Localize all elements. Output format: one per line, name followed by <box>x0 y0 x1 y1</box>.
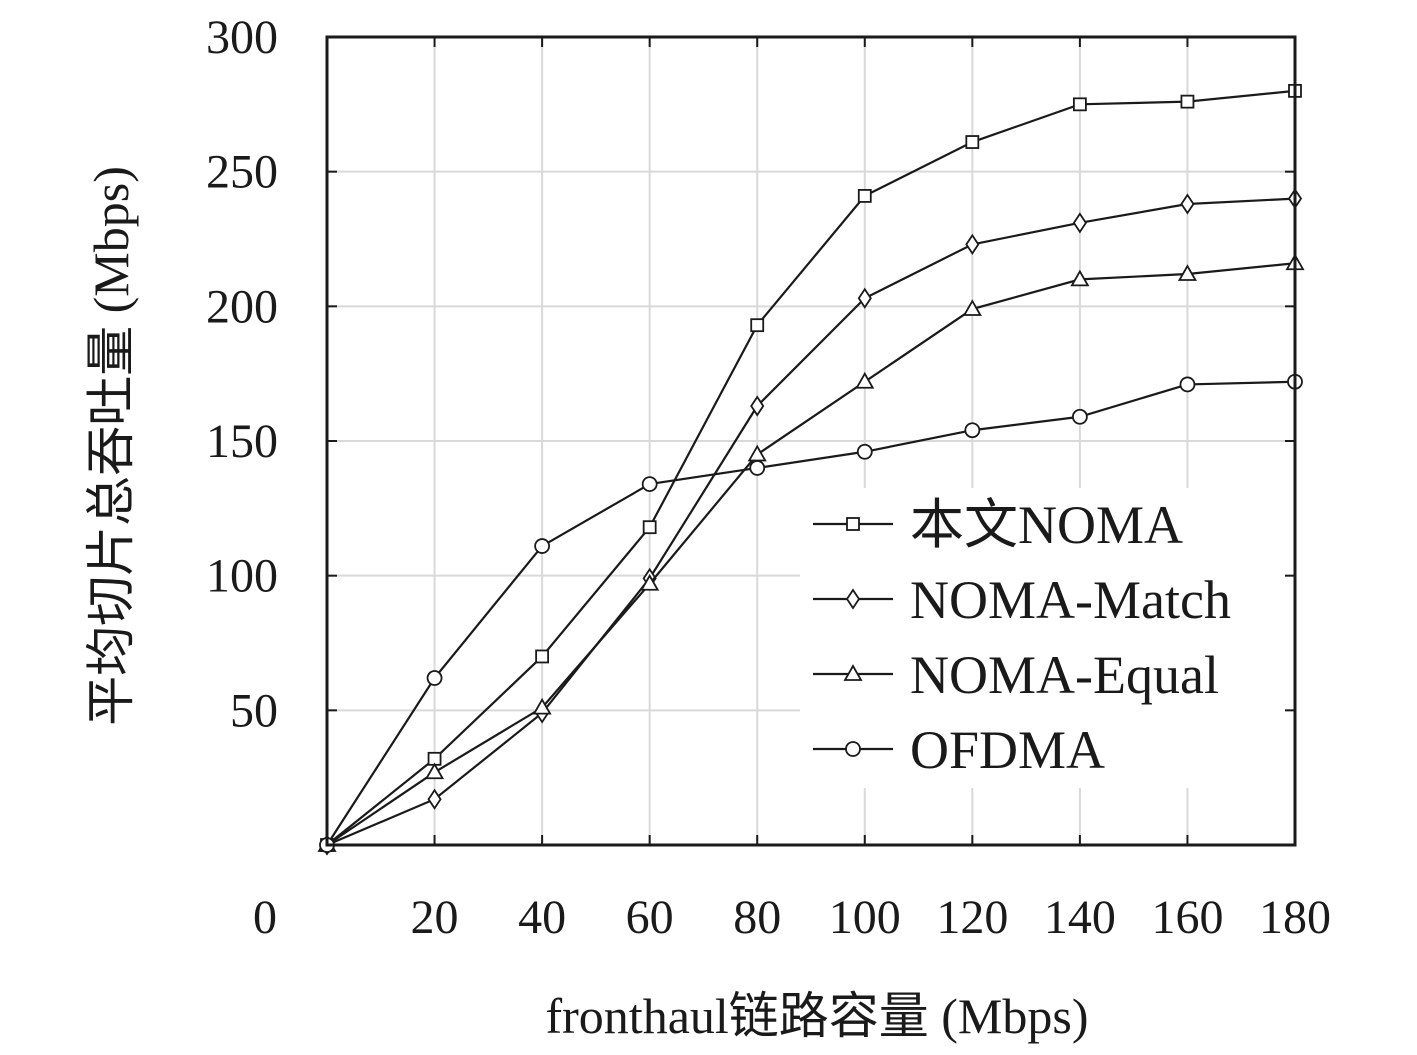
legend-entry: NOMA-Equal <box>813 645 1219 705</box>
legend-label: NOMA-Match <box>910 570 1231 630</box>
x-tick-label: 60 <box>626 891 674 944</box>
circle-marker <box>426 670 443 686</box>
series-line <box>326 262 1296 846</box>
circle-marker <box>964 422 981 439</box>
square-marker <box>1072 97 1087 112</box>
circle-marker <box>845 741 861 757</box>
diamond-marker <box>1180 193 1195 215</box>
x-tick-label: 180 <box>1259 891 1331 944</box>
diamond-marker <box>1072 212 1087 234</box>
x-tick-label: 140 <box>1044 891 1116 944</box>
diamond-marker <box>750 395 765 417</box>
series-triangle <box>317 253 1305 852</box>
x-axis-title: fronthaul链路容量 (Mbps) <box>546 988 1089 1044</box>
legend-label: NOMA-Equal <box>910 645 1219 705</box>
triangle-marker <box>425 762 445 780</box>
y-tick-labels: 50 100 150 200 250 300 <box>206 11 278 737</box>
y-tick-label: 300 <box>206 11 278 64</box>
square-marker <box>965 135 980 149</box>
legend: 本文NOMA NOMA-Match NOMA-Equal OFDMA <box>800 488 1285 788</box>
triangle-marker <box>1177 264 1197 281</box>
x-tick-labels: 20 40 60 80 100 120 140 160 180 <box>411 891 1331 944</box>
y-axis-title: 平均切片总吞吐量 (Mbps) <box>83 166 139 726</box>
y-tick-label: 50 <box>230 684 278 737</box>
circle-marker <box>1071 408 1088 425</box>
square-marker <box>642 520 657 535</box>
circle-marker <box>534 538 551 554</box>
diamond-marker <box>427 788 442 810</box>
y-tick-label: 100 <box>206 550 278 603</box>
diamond-marker <box>965 233 980 256</box>
series-line <box>326 197 1296 847</box>
plot-series <box>317 83 1305 856</box>
x-tick-label: 160 <box>1151 891 1223 944</box>
series-line <box>326 380 1296 846</box>
diamond-marker <box>845 588 861 610</box>
triangle-marker <box>640 573 660 591</box>
legend-label: 本文NOMA <box>910 495 1183 555</box>
series-circle <box>319 373 1303 853</box>
circle-marker <box>1179 376 1196 393</box>
triangle-marker <box>532 697 552 715</box>
x-tick-label: 100 <box>829 891 901 944</box>
diamond-marker <box>857 287 872 309</box>
x-tick-label: 20 <box>411 891 459 944</box>
legend-entry: 本文NOMA <box>813 495 1183 555</box>
square-marker <box>750 318 765 333</box>
y-tick-label: 250 <box>206 146 278 199</box>
legend-entry: NOMA-Match <box>813 570 1231 630</box>
square-marker <box>846 517 860 531</box>
square-marker <box>1180 94 1195 109</box>
triangle-marker <box>855 371 875 389</box>
legend-entry: OFDMA <box>813 720 1105 780</box>
square-marker <box>535 649 550 664</box>
legend-label: OFDMA <box>910 720 1105 780</box>
y-tick-label: 150 <box>206 415 278 468</box>
x-tick-label: 80 <box>733 891 781 944</box>
x-tick-label: 120 <box>936 891 1008 944</box>
legend-box <box>800 488 1285 788</box>
plot-frame <box>325 35 1297 847</box>
triangle-marker <box>962 299 982 316</box>
series-line <box>326 89 1296 846</box>
circle-marker <box>749 460 766 476</box>
x-tick-label: 40 <box>518 891 566 944</box>
triangle-marker <box>843 664 863 681</box>
triangle-marker <box>1070 269 1090 287</box>
origin-tick-label: 0 <box>253 891 277 944</box>
square-marker <box>857 189 872 203</box>
circle-marker <box>641 476 658 492</box>
y-tick-label: 200 <box>206 280 278 333</box>
triangle-marker <box>747 444 767 462</box>
circle-marker <box>856 443 873 460</box>
grid <box>327 36 1296 845</box>
